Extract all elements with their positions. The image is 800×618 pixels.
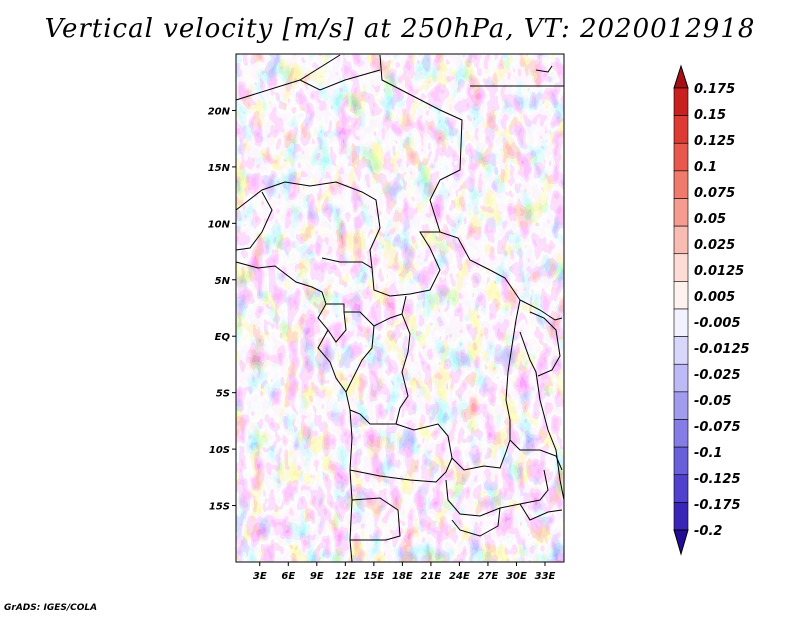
x-tick-label: 30E — [506, 571, 527, 582]
colorbar-label: -0.175 — [694, 498, 741, 513]
x-tick-label: 3E — [253, 571, 267, 582]
colorbar-label: -0.05 — [694, 394, 731, 409]
colorbar-swatch — [673, 308, 689, 337]
x-axis: 3E 6E 9E 12E 15E 18E 21E 24E 27E 30E 33E — [253, 562, 556, 582]
colorbar-label: -0.075 — [694, 420, 741, 435]
colorbar-swatch — [673, 87, 689, 116]
colorbar-label: 0.125 — [694, 134, 735, 149]
plot-frame — [235, 53, 565, 563]
colorbar-label: 0.175 — [694, 82, 735, 97]
x-tick-label: 6E — [281, 571, 295, 582]
colorbar-label: -0.0125 — [694, 342, 750, 357]
colorbar-swatch — [673, 281, 689, 310]
colorbar-swatch — [673, 419, 689, 448]
y-axis: 20N 15N 10N 5N EQ 5S 10S 15S — [208, 106, 236, 513]
x-tick-label: 27E — [478, 571, 499, 582]
colorbar: 0.175 0.15 0.125 0.1 0.075 0.05 0.025 0.0125 0.0… — [673, 64, 750, 556]
y-tick-label: 5S — [216, 389, 230, 400]
colorbar-label: -0.005 — [694, 316, 741, 331]
chart-title: Vertical velocity [m/s] at 250hPa, VT: 2… — [44, 14, 756, 44]
y-tick-label: 20N — [208, 106, 231, 117]
colorbar-swatch — [673, 64, 689, 89]
colorbar-label: -0.125 — [694, 472, 741, 487]
field-heatmap — [236, 54, 564, 562]
x-tick-label: 18E — [392, 571, 413, 582]
colorbar-swatch — [673, 115, 689, 144]
coastlines-borders — [235, 54, 565, 563]
y-tick-label: 10S — [209, 445, 230, 456]
colorbar-swatch — [673, 446, 689, 476]
x-tick-label: 24E — [449, 571, 470, 582]
colorbar-swatch — [673, 198, 689, 227]
colorbar-swatch — [673, 391, 689, 420]
x-tick-label: 9E — [310, 571, 324, 582]
colorbar-swatch — [673, 170, 689, 199]
colorbar-label: -0.1 — [694, 446, 722, 461]
colorbar-label: 0.025 — [694, 238, 735, 253]
y-tick-label: 5N — [215, 276, 231, 287]
colorbar-label: 0.05 — [694, 212, 726, 227]
colorbar-swatch — [673, 502, 689, 531]
colorbar-swatch — [673, 529, 689, 556]
colorbar-swatch — [673, 142, 689, 172]
x-tick-label: 33E — [535, 571, 556, 582]
colorbar-swatch — [673, 363, 689, 393]
y-tick-label: 10N — [208, 219, 231, 230]
x-tick-label: 21E — [421, 571, 442, 582]
colorbar-swatch — [673, 253, 689, 282]
y-tick-label: 15N — [208, 163, 231, 174]
colorbar-swatch — [673, 225, 689, 255]
colorbar-label: 0.075 — [694, 186, 735, 201]
x-tick-label: 12E — [335, 571, 356, 582]
colorbar-swatch — [673, 474, 689, 503]
colorbar-label: 0.005 — [694, 290, 735, 305]
colorbar-label: 0.1 — [694, 160, 717, 175]
colorbar-label: 0.15 — [694, 108, 726, 123]
x-tick-label: 15E — [363, 571, 384, 582]
credit-text: GrADS: IGES/COLA — [4, 603, 98, 613]
y-tick-label: 15S — [209, 502, 230, 513]
colorbar-label: -0.025 — [694, 368, 741, 383]
colorbar-swatch — [673, 336, 689, 365]
colorbar-label: 0.0125 — [694, 264, 744, 279]
y-tick-label: EQ — [215, 332, 231, 343]
colorbar-label: -0.2 — [694, 524, 722, 539]
